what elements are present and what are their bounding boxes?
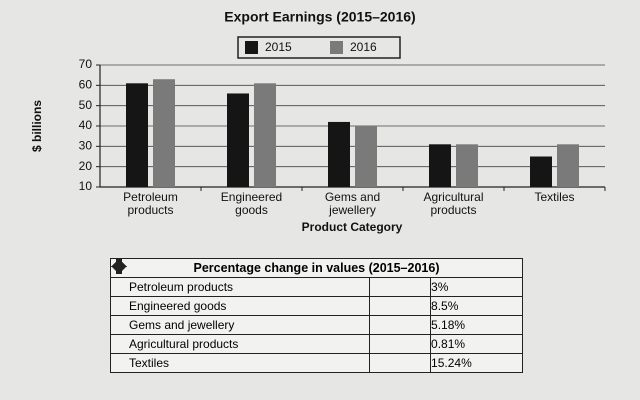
y-tick-label: 10: [79, 179, 93, 193]
legend-label: 2016: [350, 40, 377, 54]
bar: [126, 83, 148, 187]
row-change: 15.24%: [430, 353, 523, 373]
row-change: 3%: [430, 277, 523, 297]
table-row: Petroleum products 3%: [109, 258, 523, 297]
row-change: 0.81%: [430, 334, 523, 354]
table-row: Engineered goods 8.5%: [109, 258, 523, 316]
x-tick-label: Textiles: [534, 190, 575, 204]
table-row: Textiles 15.24%: [109, 258, 523, 373]
row-label: Gems and jewellery: [109, 315, 371, 335]
chart: Export Earnings (2015–2016) $ billions P…: [30, 9, 606, 234]
legend-swatch: [330, 41, 343, 54]
table-row: Gems and jewellery 5.18%: [109, 258, 523, 335]
chart-title: Export Earnings (2015–2016): [224, 9, 415, 25]
row-arrow: [110, 258, 432, 354]
table-body: Petroleum products 3% Engineered goods 8.5%…: [109, 258, 523, 373]
bar: [355, 126, 377, 187]
row-arrow: [110, 258, 432, 316]
row-label: Agricultural products: [109, 334, 371, 354]
x-tick-label: Engineered goods: [220, 190, 283, 217]
row-label: Petroleum products: [109, 277, 371, 297]
bar: [328, 121, 350, 187]
bar: [557, 144, 579, 187]
legend-swatch: [245, 41, 258, 54]
x-axis-label: Product Category: [302, 220, 403, 234]
arrow-icon: [110, 258, 127, 274]
row-label: Engineered goods: [109, 296, 371, 316]
row-arrow: [110, 258, 432, 297]
bar: [429, 144, 451, 187]
bar: [227, 93, 249, 187]
y-tick-label: 20: [79, 159, 93, 173]
x-tick-label: Gems and jewellery: [324, 190, 381, 217]
bar: [153, 79, 175, 187]
legend-label: 2015: [265, 40, 292, 54]
y-tick-label: 70: [79, 57, 93, 71]
table-title: Percentage change in values (2015–2016): [110, 258, 523, 278]
table-row: Agricultural products 0.81%: [109, 258, 523, 354]
bar: [530, 156, 552, 187]
row-arrow: [110, 258, 432, 335]
y-tick-label: 50: [79, 98, 93, 112]
bar: [254, 83, 276, 187]
row-arrow: [110, 258, 432, 373]
y-tick-label: 40: [79, 118, 93, 132]
y-tick-label: 60: [79, 78, 93, 92]
change-table: Percentage change in values (2015–2016) …: [109, 258, 523, 373]
y-axis-label: $ billions: [30, 100, 44, 152]
y-tick-label: 30: [79, 139, 93, 153]
x-tick-label: Petroleum products: [123, 190, 178, 217]
row-change: 5.18%: [430, 315, 523, 335]
row-label: Textiles: [109, 353, 371, 373]
bar: [456, 144, 478, 187]
row-change: 8.5%: [430, 296, 523, 316]
arrow-up: [110, 258, 127, 274]
legend-box: [237, 36, 401, 59]
x-tick-label: Agricultural products: [423, 190, 484, 217]
